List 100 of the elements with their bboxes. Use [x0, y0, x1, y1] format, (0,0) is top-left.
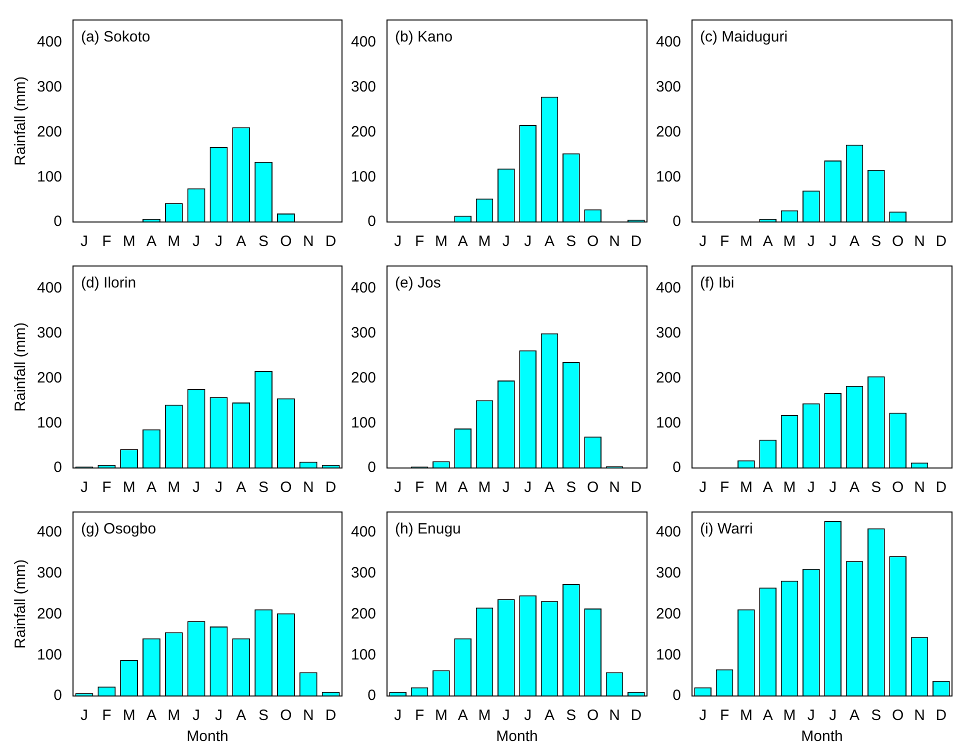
y-tick-label: 0	[672, 213, 682, 230]
text: (e) Jos	[395, 274, 441, 292]
x-tick-label: A	[762, 479, 773, 496]
y-tick-label: 0	[54, 213, 62, 230]
x-tick-label: O	[280, 707, 292, 724]
x-tick-label: S	[871, 233, 882, 250]
y-tick-label: 400	[656, 524, 682, 541]
x-tick-label: F	[102, 233, 112, 250]
y-tick-label: 0	[368, 213, 376, 230]
y-tick-label: 300	[350, 324, 376, 342]
x-tick-label: M	[783, 479, 796, 496]
x-tick-label: N	[914, 479, 925, 496]
x-tick-label: A	[458, 233, 468, 250]
x-tick-label: J	[699, 479, 707, 496]
x-tick-label: A	[544, 233, 555, 250]
y-tick-label: 300	[36, 564, 62, 582]
y-axis-title: Rainfall (mm)	[12, 559, 30, 649]
x-tick-label: O	[892, 707, 904, 724]
x-tick-label: M	[122, 233, 136, 250]
x-tick-label: J	[524, 479, 532, 496]
x-tick-label: N	[302, 707, 314, 724]
x-tick-label: J	[807, 233, 815, 250]
x-tick-label: J	[829, 707, 837, 724]
x-tick-label: A	[146, 479, 156, 496]
y-tick-label: 100	[36, 646, 62, 664]
x-tick-label: F	[720, 233, 730, 250]
x-tick-label: J	[394, 707, 402, 724]
x-tick-label: O	[280, 479, 292, 496]
x-tick-label: J	[214, 707, 222, 724]
x-tick-label: J	[524, 233, 532, 250]
y-tick-label: 200	[656, 605, 682, 622]
y-tick-label: 200	[350, 605, 376, 622]
x-tick-label: D	[936, 479, 947, 496]
y-tick-label: 100	[350, 646, 376, 664]
x-tick-label: O	[587, 479, 599, 496]
y-tick-label: 200	[656, 369, 682, 386]
x-tick-label: M	[783, 707, 796, 724]
x-tick-label: N	[609, 233, 620, 250]
text: (g) Osogbo	[81, 520, 156, 538]
x-tick-label: S	[258, 707, 269, 724]
x-tick-label: D	[325, 479, 336, 496]
y-tick-label: 200	[36, 605, 62, 622]
x-tick-label: A	[236, 707, 246, 724]
x-tick-label: A	[544, 479, 555, 496]
x-tick-label: O	[892, 233, 904, 250]
x-tick-label: S	[258, 233, 269, 250]
x-tick-label: M	[122, 707, 136, 724]
x-tick-label: M	[740, 707, 752, 724]
y-tick-label: 400	[656, 34, 682, 51]
y-tick-label: 0	[368, 687, 376, 704]
y-tick-label: 200	[350, 123, 376, 140]
x-tick-label: A	[458, 707, 468, 724]
text: (b) Kano	[395, 28, 453, 46]
y-tick-label: 100	[350, 168, 376, 186]
x-tick-label: A	[146, 233, 156, 250]
x-tick-label: N	[302, 479, 314, 496]
x-tick-label: F	[720, 707, 730, 724]
x-tick-label: J	[524, 707, 532, 724]
x-tick-label: M	[168, 707, 180, 724]
x-axis-title: Month	[496, 728, 538, 746]
x-tick-label: D	[630, 707, 642, 724]
x-tick-label: J	[807, 479, 815, 496]
y-tick-label: 100	[36, 168, 62, 186]
x-tick-label: M	[434, 707, 448, 724]
x-tick-label: J	[394, 233, 402, 250]
text: (h) Enugu	[395, 520, 461, 538]
y-tick-label: 0	[368, 459, 376, 476]
x-tick-label: S	[566, 233, 576, 250]
x-tick-label: M	[740, 479, 752, 496]
x-tick-label: J	[80, 233, 88, 250]
x-tick-label: F	[414, 479, 424, 496]
x-tick-label: M	[168, 479, 180, 496]
x-tick-label: M	[478, 479, 491, 496]
y-tick-label: 400	[36, 280, 62, 297]
x-tick-label: J	[829, 233, 837, 250]
x-tick-label: S	[258, 479, 269, 496]
x-tick-label: J	[502, 479, 510, 496]
x-tick-label: N	[609, 707, 620, 724]
y-tick-label: 400	[36, 524, 62, 541]
y-tick-label: 300	[36, 324, 62, 342]
x-tick-label: O	[892, 479, 904, 496]
x-tick-label: J	[192, 233, 200, 250]
x-tick-label: J	[394, 479, 402, 496]
y-tick-label: 400	[350, 280, 376, 297]
x-tick-label: J	[699, 707, 707, 724]
x-tick-label: D	[936, 707, 947, 724]
x-tick-label: O	[587, 707, 599, 724]
x-tick-label: J	[214, 233, 222, 250]
x-tick-label: J	[192, 707, 200, 724]
x-tick-label: D	[325, 707, 336, 724]
x-tick-label: A	[458, 479, 468, 496]
x-tick-label: J	[192, 479, 200, 496]
x-tick-label: M	[122, 479, 136, 496]
y-tick-label: 200	[656, 123, 682, 140]
y-tick-label: 100	[350, 414, 376, 432]
x-tick-label: J	[807, 707, 815, 724]
x-tick-label: N	[914, 233, 925, 250]
y-tick-label: 100	[36, 414, 62, 432]
y-tick-label: 0	[672, 459, 682, 476]
x-tick-label: J	[829, 479, 837, 496]
